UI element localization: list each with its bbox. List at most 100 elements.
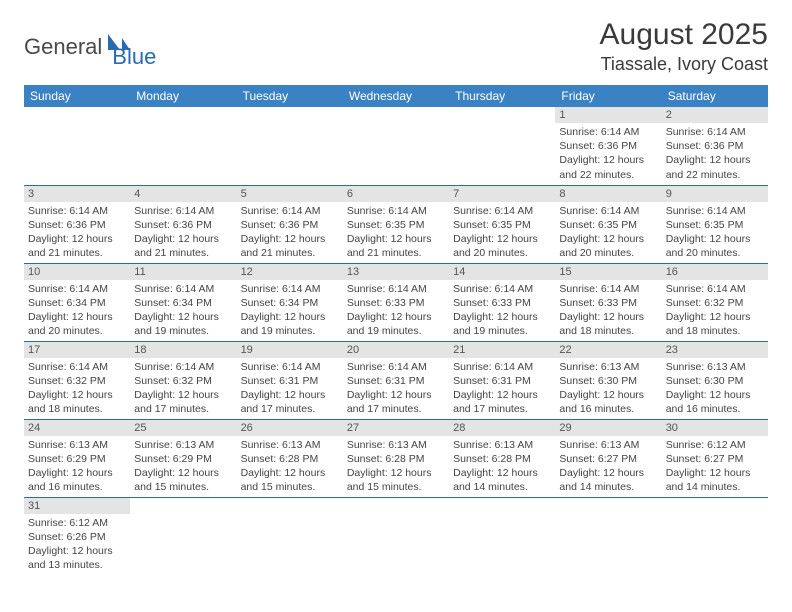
day-number: 7 — [449, 186, 555, 202]
calendar-day-cell — [449, 107, 555, 185]
day-details: Sunrise: 6:13 AMSunset: 6:28 PMDaylight:… — [343, 436, 449, 497]
day-details: Sunrise: 6:14 AMSunset: 6:32 PMDaylight:… — [662, 280, 768, 341]
calendar-day-cell: 13Sunrise: 6:14 AMSunset: 6:33 PMDayligh… — [343, 263, 449, 341]
calendar-day-cell: 26Sunrise: 6:13 AMSunset: 6:28 PMDayligh… — [237, 419, 343, 497]
day-number: 28 — [449, 420, 555, 436]
calendar-day-cell: 27Sunrise: 6:13 AMSunset: 6:28 PMDayligh… — [343, 419, 449, 497]
day-details: Sunrise: 6:13 AMSunset: 6:27 PMDaylight:… — [555, 436, 661, 497]
day-number: 24 — [24, 420, 130, 436]
page-header: General Blue August 2025 Tiassale, Ivory… — [24, 18, 768, 75]
day-details: Sunrise: 6:13 AMSunset: 6:29 PMDaylight:… — [24, 436, 130, 497]
calendar-day-cell: 15Sunrise: 6:14 AMSunset: 6:33 PMDayligh… — [555, 263, 661, 341]
day-number: 22 — [555, 342, 661, 358]
calendar-day-cell: 1Sunrise: 6:14 AMSunset: 6:36 PMDaylight… — [555, 107, 661, 185]
day-number: 12 — [237, 264, 343, 280]
day-details: Sunrise: 6:13 AMSunset: 6:28 PMDaylight:… — [237, 436, 343, 497]
day-number: 11 — [130, 264, 236, 280]
day-details: Sunrise: 6:14 AMSunset: 6:35 PMDaylight:… — [662, 202, 768, 263]
day-number: 5 — [237, 186, 343, 202]
calendar-day-cell — [662, 497, 768, 575]
day-details: Sunrise: 6:14 AMSunset: 6:31 PMDaylight:… — [343, 358, 449, 419]
calendar-day-cell: 17Sunrise: 6:14 AMSunset: 6:32 PMDayligh… — [24, 341, 130, 419]
day-details: Sunrise: 6:14 AMSunset: 6:33 PMDaylight:… — [343, 280, 449, 341]
weekday-header: Saturday — [662, 85, 768, 107]
calendar-week-row: 24Sunrise: 6:13 AMSunset: 6:29 PMDayligh… — [24, 419, 768, 497]
calendar-week-row: 31Sunrise: 6:12 AMSunset: 6:26 PMDayligh… — [24, 497, 768, 575]
day-number: 27 — [343, 420, 449, 436]
day-number: 25 — [130, 420, 236, 436]
calendar-day-cell: 7Sunrise: 6:14 AMSunset: 6:35 PMDaylight… — [449, 185, 555, 263]
calendar-day-cell — [343, 107, 449, 185]
day-details: Sunrise: 6:14 AMSunset: 6:32 PMDaylight:… — [130, 358, 236, 419]
day-details: Sunrise: 6:14 AMSunset: 6:31 PMDaylight:… — [449, 358, 555, 419]
day-number: 18 — [130, 342, 236, 358]
day-details: Sunrise: 6:14 AMSunset: 6:36 PMDaylight:… — [555, 123, 661, 184]
calendar-day-cell: 5Sunrise: 6:14 AMSunset: 6:36 PMDaylight… — [237, 185, 343, 263]
day-details: Sunrise: 6:14 AMSunset: 6:36 PMDaylight:… — [237, 202, 343, 263]
day-details: Sunrise: 6:14 AMSunset: 6:34 PMDaylight:… — [237, 280, 343, 341]
calendar-day-cell: 10Sunrise: 6:14 AMSunset: 6:34 PMDayligh… — [24, 263, 130, 341]
calendar-day-cell: 20Sunrise: 6:14 AMSunset: 6:31 PMDayligh… — [343, 341, 449, 419]
day-number: 1 — [555, 107, 661, 123]
day-details: Sunrise: 6:14 AMSunset: 6:35 PMDaylight:… — [555, 202, 661, 263]
calendar-day-cell — [237, 497, 343, 575]
day-details: Sunrise: 6:14 AMSunset: 6:35 PMDaylight:… — [449, 202, 555, 263]
day-details: Sunrise: 6:13 AMSunset: 6:28 PMDaylight:… — [449, 436, 555, 497]
location-subtitle: Tiassale, Ivory Coast — [600, 54, 768, 75]
weekday-header: Thursday — [449, 85, 555, 107]
calendar-day-cell: 31Sunrise: 6:12 AMSunset: 6:26 PMDayligh… — [24, 497, 130, 575]
day-details: Sunrise: 6:14 AMSunset: 6:34 PMDaylight:… — [24, 280, 130, 341]
calendar-day-cell: 22Sunrise: 6:13 AMSunset: 6:30 PMDayligh… — [555, 341, 661, 419]
calendar-week-row: 1Sunrise: 6:14 AMSunset: 6:36 PMDaylight… — [24, 107, 768, 185]
title-block: August 2025 Tiassale, Ivory Coast — [600, 18, 768, 75]
weekday-header: Sunday — [24, 85, 130, 107]
day-number: 19 — [237, 342, 343, 358]
day-number: 20 — [343, 342, 449, 358]
weekday-header: Friday — [555, 85, 661, 107]
calendar-day-cell — [130, 107, 236, 185]
calendar-day-cell — [343, 497, 449, 575]
calendar-day-cell — [24, 107, 130, 185]
day-details: Sunrise: 6:14 AMSunset: 6:36 PMDaylight:… — [24, 202, 130, 263]
calendar-day-cell: 28Sunrise: 6:13 AMSunset: 6:28 PMDayligh… — [449, 419, 555, 497]
day-details: Sunrise: 6:13 AMSunset: 6:30 PMDaylight:… — [662, 358, 768, 419]
day-number: 8 — [555, 186, 661, 202]
calendar-day-cell: 16Sunrise: 6:14 AMSunset: 6:32 PMDayligh… — [662, 263, 768, 341]
weekday-header: Wednesday — [343, 85, 449, 107]
logo: General Blue — [24, 24, 156, 70]
day-details: Sunrise: 6:14 AMSunset: 6:32 PMDaylight:… — [24, 358, 130, 419]
calendar-day-cell: 4Sunrise: 6:14 AMSunset: 6:36 PMDaylight… — [130, 185, 236, 263]
calendar-week-row: 17Sunrise: 6:14 AMSunset: 6:32 PMDayligh… — [24, 341, 768, 419]
day-number: 30 — [662, 420, 768, 436]
day-details: Sunrise: 6:14 AMSunset: 6:33 PMDaylight:… — [449, 280, 555, 341]
calendar-day-cell — [237, 107, 343, 185]
day-details: Sunrise: 6:14 AMSunset: 6:31 PMDaylight:… — [237, 358, 343, 419]
calendar-day-cell: 3Sunrise: 6:14 AMSunset: 6:36 PMDaylight… — [24, 185, 130, 263]
day-number: 26 — [237, 420, 343, 436]
day-details: Sunrise: 6:13 AMSunset: 6:29 PMDaylight:… — [130, 436, 236, 497]
day-details: Sunrise: 6:12 AMSunset: 6:26 PMDaylight:… — [24, 514, 130, 575]
day-number: 17 — [24, 342, 130, 358]
day-number: 13 — [343, 264, 449, 280]
calendar-day-cell: 25Sunrise: 6:13 AMSunset: 6:29 PMDayligh… — [130, 419, 236, 497]
calendar-day-cell: 19Sunrise: 6:14 AMSunset: 6:31 PMDayligh… — [237, 341, 343, 419]
calendar-day-cell: 9Sunrise: 6:14 AMSunset: 6:35 PMDaylight… — [662, 185, 768, 263]
weekday-header-row: SundayMondayTuesdayWednesdayThursdayFrid… — [24, 85, 768, 107]
day-number: 31 — [24, 498, 130, 514]
calendar-day-cell: 2Sunrise: 6:14 AMSunset: 6:36 PMDaylight… — [662, 107, 768, 185]
calendar-day-cell — [130, 497, 236, 575]
logo-text-blue: Blue — [112, 44, 156, 70]
weekday-header: Tuesday — [237, 85, 343, 107]
calendar-body: 1Sunrise: 6:14 AMSunset: 6:36 PMDaylight… — [24, 107, 768, 575]
calendar-table: SundayMondayTuesdayWednesdayThursdayFrid… — [24, 85, 768, 575]
calendar-day-cell: 14Sunrise: 6:14 AMSunset: 6:33 PMDayligh… — [449, 263, 555, 341]
calendar-day-cell: 18Sunrise: 6:14 AMSunset: 6:32 PMDayligh… — [130, 341, 236, 419]
calendar-day-cell: 30Sunrise: 6:12 AMSunset: 6:27 PMDayligh… — [662, 419, 768, 497]
calendar-day-cell: 6Sunrise: 6:14 AMSunset: 6:35 PMDaylight… — [343, 185, 449, 263]
day-number: 4 — [130, 186, 236, 202]
calendar-day-cell — [555, 497, 661, 575]
day-number: 2 — [662, 107, 768, 123]
calendar-week-row: 3Sunrise: 6:14 AMSunset: 6:36 PMDaylight… — [24, 185, 768, 263]
day-number: 29 — [555, 420, 661, 436]
day-details: Sunrise: 6:14 AMSunset: 6:33 PMDaylight:… — [555, 280, 661, 341]
